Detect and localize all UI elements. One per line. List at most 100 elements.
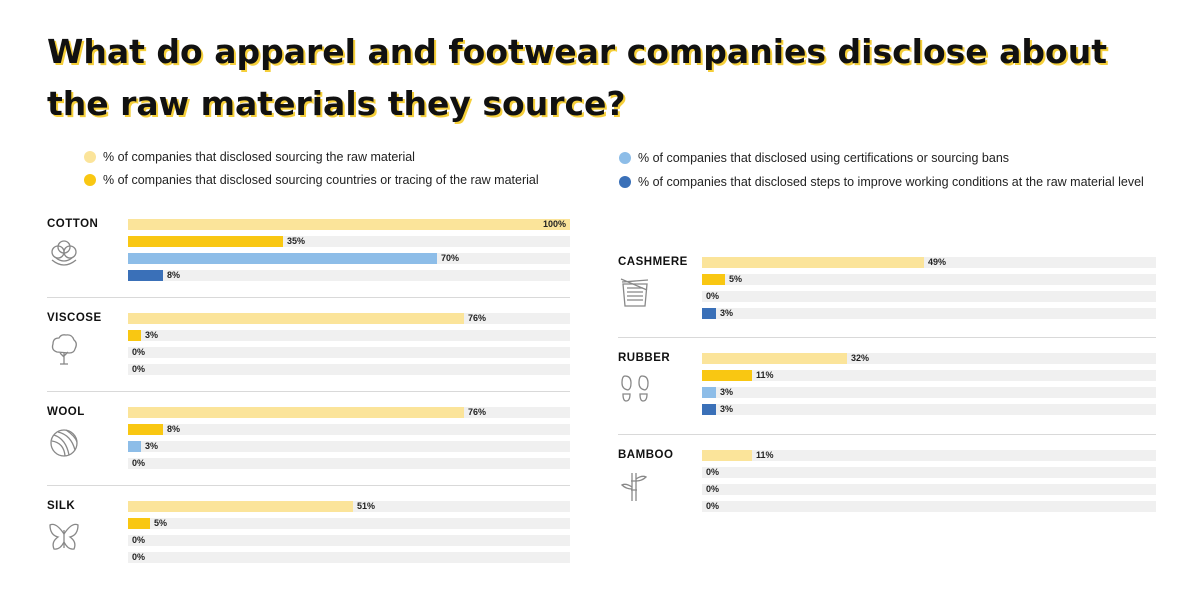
divider-wool [47, 485, 570, 486]
tree-icon [47, 332, 81, 366]
bar-value-label-wool-3: 0% [132, 458, 146, 468]
divider-cashmere [618, 337, 1156, 338]
bar-value-label-cashmere-3: 3% [720, 308, 734, 318]
bar-track-wool-0: 76% [128, 407, 570, 418]
bar-track-viscose-0: 76% [128, 313, 570, 324]
bar-rubber-1 [702, 370, 752, 381]
material-name-bamboo: BAMBOO [618, 449, 674, 461]
bamboo-icon [618, 469, 652, 503]
bar-track-bamboo-2: 0% [702, 484, 1156, 495]
bar-value-label-wool-1: 8% [167, 424, 181, 434]
material-name-rubber: RUBBER [618, 352, 671, 364]
bar-value-label-rubber-0: 32% [851, 353, 870, 363]
legend-label-sourcing: % of companies that disclosed sourcing t… [103, 150, 415, 164]
bar-track-cotton-0: 100% [128, 219, 570, 230]
bar-track-rubber-2: 3% [702, 387, 1156, 398]
bar-value-label-cotton-0: 100% [542, 219, 566, 229]
bar-track-viscose-2: 0% [128, 347, 570, 358]
bar-value-label-wool-2: 3% [145, 441, 159, 451]
bar-bamboo-0 [702, 450, 752, 461]
material-name-cotton: COTTON [47, 218, 99, 230]
legend-swatch-countries [84, 174, 96, 186]
bar-track-cotton-3: 8% [128, 270, 570, 281]
bar-track-cotton-1: 35% [128, 236, 570, 247]
legend-label-working-conditions: % of companies that disclosed steps to i… [638, 175, 1144, 189]
bar-value-label-cotton-1: 35% [287, 236, 306, 246]
bar-track-wool-2: 3% [128, 441, 570, 452]
bar-silk-1 [128, 518, 150, 529]
divider-cotton [47, 297, 570, 298]
bar-track-cashmere-0: 49% [702, 257, 1156, 268]
bar-value-label-bamboo-0: 11% [756, 450, 774, 460]
divider-rubber [618, 434, 1156, 435]
bar-track-cashmere-1: 5% [702, 274, 1156, 285]
cotton-icon [47, 238, 81, 272]
bar-rubber-2 [702, 387, 716, 398]
bar-track-silk-1: 5% [128, 518, 570, 529]
bar-track-bamboo-0: 11% [702, 450, 1156, 461]
bar-value-label-cashmere-0: 49% [928, 257, 947, 267]
yarn-ball-icon [47, 426, 81, 460]
bar-value-label-cotton-3: 8% [167, 270, 181, 280]
legend-swatch-working-conditions [619, 176, 631, 188]
bar-track-viscose-1: 3% [128, 330, 570, 341]
legend-item-working-conditions: % of companies that disclosed steps to i… [619, 173, 1144, 191]
bar-track-silk-3: 0% [128, 552, 570, 563]
title-line-1: What do apparel and footwear companies d… [47, 32, 1107, 71]
bar-cashmere-3 [702, 308, 716, 319]
legend-swatch-sourcing [84, 151, 96, 163]
bar-value-label-viscose-3: 0% [132, 364, 146, 374]
title-line-2: the raw materials they source? [47, 84, 626, 123]
bar-rubber-0 [702, 353, 847, 364]
bar-track-cotton-2: 70% [128, 253, 570, 264]
bar-value-label-silk-0: 51% [357, 501, 376, 511]
bar-cotton-3 [128, 270, 163, 281]
bar-cotton-0 [128, 219, 570, 230]
divider-viscose [47, 391, 570, 392]
bar-value-label-rubber-1: 11% [756, 370, 774, 380]
bar-value-label-cashmere-2: 0% [706, 291, 720, 301]
bar-track-rubber-0: 32% [702, 353, 1156, 364]
bar-cotton-1 [128, 236, 283, 247]
knitting-icon [618, 276, 652, 310]
bar-value-label-wool-0: 76% [468, 407, 487, 417]
bar-cotton-2 [128, 253, 437, 264]
legend-swatch-certifications [619, 152, 631, 164]
butterfly-icon [47, 520, 81, 554]
bar-track-wool-3: 0% [128, 458, 570, 469]
bar-value-label-viscose-0: 76% [468, 313, 487, 323]
bar-wool-0 [128, 407, 464, 418]
bar-rubber-3 [702, 404, 716, 415]
bar-cashmere-1 [702, 274, 725, 285]
bar-value-label-silk-1: 5% [154, 518, 168, 528]
bar-value-label-cotton-2: 70% [441, 253, 460, 263]
bar-value-label-rubber-2: 3% [720, 387, 734, 397]
bar-track-rubber-1: 11% [702, 370, 1156, 381]
bar-value-label-rubber-3: 3% [720, 404, 734, 414]
bar-value-label-viscose-1: 3% [145, 330, 159, 340]
bar-track-bamboo-1: 0% [702, 467, 1156, 478]
bar-value-label-bamboo-1: 0% [706, 467, 720, 477]
material-name-silk: SILK [47, 500, 76, 512]
legend-label-certifications: % of companies that disclosed using cert… [638, 151, 1010, 165]
bar-track-silk-0: 51% [128, 501, 570, 512]
legend-item-certifications: % of companies that disclosed using cert… [619, 149, 1009, 167]
material-name-cashmere: CASHMERE [618, 256, 688, 268]
legend-item-countries: % of companies that disclosed sourcing c… [84, 171, 539, 189]
bar-track-viscose-3: 0% [128, 364, 570, 375]
bar-track-silk-2: 0% [128, 535, 570, 546]
bar-track-bamboo-3: 0% [702, 501, 1156, 512]
bar-track-cashmere-3: 3% [702, 308, 1156, 319]
bar-value-label-cashmere-1: 5% [729, 274, 743, 284]
bar-cashmere-0 [702, 257, 924, 268]
chart-title: What do apparel and footwear companies d… [47, 26, 1167, 130]
bar-value-label-bamboo-2: 0% [706, 484, 720, 494]
legend-label-countries: % of companies that disclosed sourcing c… [103, 173, 539, 187]
bar-value-label-bamboo-3: 0% [706, 501, 720, 511]
bar-viscose-1 [128, 330, 141, 341]
bar-wool-2 [128, 441, 141, 452]
bar-value-label-viscose-2: 0% [132, 347, 146, 357]
shoe-soles-icon [618, 372, 652, 406]
material-name-viscose: VISCOSE [47, 312, 102, 324]
bar-silk-0 [128, 501, 353, 512]
